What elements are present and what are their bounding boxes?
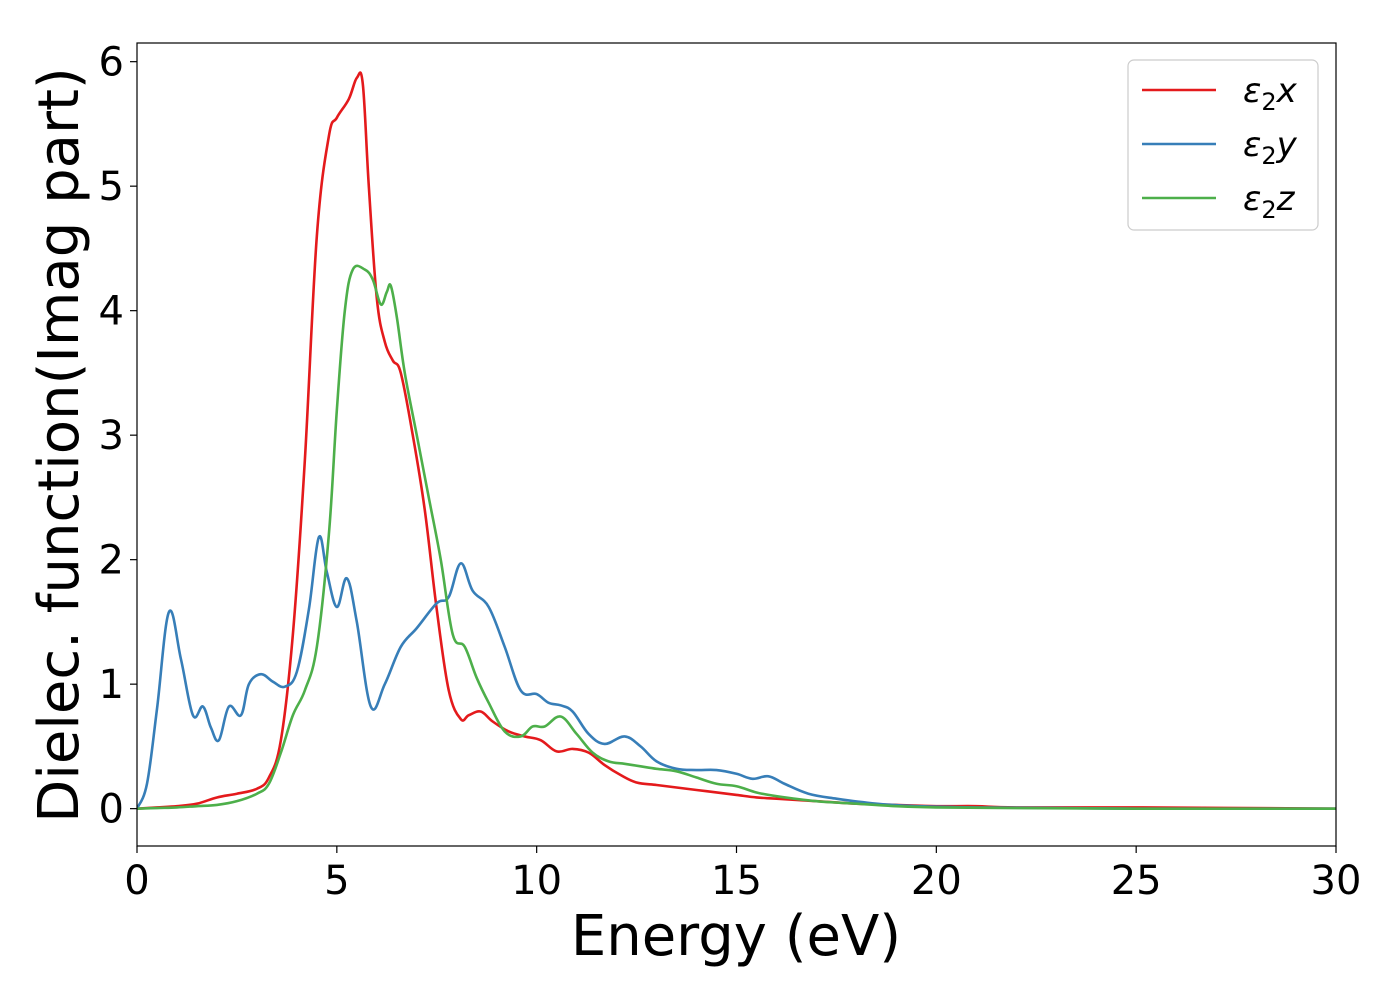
y-tick-label: 0: [99, 787, 124, 833]
legend-box: [1127, 59, 1319, 231]
y-tick-label: 1: [99, 662, 124, 708]
y-tick-label: 3: [99, 413, 124, 459]
legend: ε2x ε2y ε2z: [1127, 59, 1319, 231]
legend-label-y: ε2y: [1243, 125, 1298, 170]
series-line-z: [137, 264, 1336, 810]
legend-items: ε2x ε2y ε2z: [1142, 71, 1298, 224]
y-tick-label: 6: [99, 40, 124, 86]
x-tick-label: 20: [911, 858, 962, 904]
y-tick-label: 4: [99, 289, 124, 335]
series-line-y: [137, 535, 1336, 811]
series-line-x: [137, 71, 1336, 810]
x-tick-label: 30: [1311, 858, 1362, 904]
legend-label-z: ε2z: [1243, 179, 1296, 224]
x-axis-ticks: 0 5 10 15 20 25 30: [124, 846, 1361, 904]
legend-label-x: ε2x: [1243, 71, 1298, 116]
x-tick-label: 10: [511, 858, 562, 904]
x-tick-label: 25: [1111, 858, 1162, 904]
y-tick-label: 5: [99, 164, 124, 210]
x-tick-label: 0: [124, 858, 149, 904]
x-tick-label: 5: [324, 858, 349, 904]
x-axis-title: Energy (eV): [571, 904, 901, 969]
series-layer: [137, 71, 1336, 811]
y-tick-label: 2: [99, 538, 124, 584]
y-axis-title: Dielec. function(Imag part): [27, 67, 92, 823]
y-axis-ticks: 0 1 2 3 4 5 6: [99, 40, 137, 833]
x-tick-label: 15: [711, 858, 762, 904]
